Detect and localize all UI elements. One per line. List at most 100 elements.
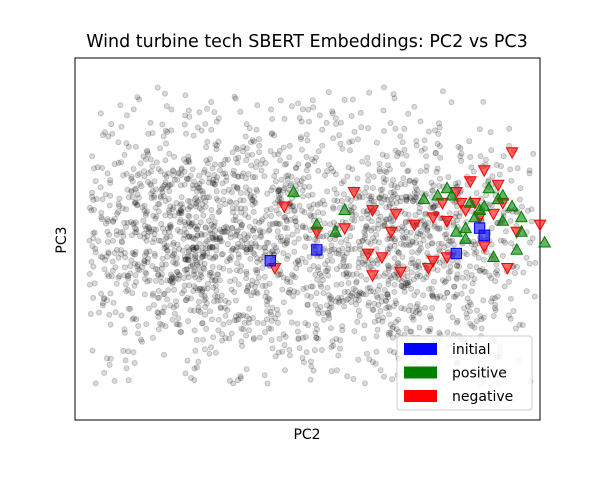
background-point: [159, 321, 166, 328]
background-point: [307, 376, 314, 383]
background-point: [242, 205, 249, 212]
background-point: [493, 267, 500, 274]
background-point: [155, 237, 162, 244]
background-point: [338, 294, 345, 301]
background-point: [261, 372, 268, 379]
background-point: [412, 264, 419, 271]
negative-point: [407, 219, 422, 232]
background-point: [303, 131, 310, 138]
background-point: [173, 199, 180, 206]
background-point: [106, 231, 113, 238]
background-point: [239, 221, 246, 228]
background-point: [215, 271, 222, 278]
background-point: [519, 321, 526, 328]
background-point: [150, 226, 157, 233]
background-point: [150, 212, 157, 219]
background-point: [155, 272, 162, 279]
background-point: [408, 328, 415, 335]
background-point: [374, 286, 381, 293]
background-point: [389, 323, 396, 330]
background-point: [178, 171, 185, 178]
positive-point: [477, 199, 491, 212]
background-point: [333, 266, 340, 273]
background-point: [283, 218, 290, 225]
background-point: [212, 277, 219, 284]
background-point: [90, 165, 97, 172]
background-point: [109, 130, 116, 137]
background-point: [160, 351, 167, 358]
background-point: [409, 256, 416, 263]
background-point: [185, 248, 192, 255]
background-point: [346, 139, 353, 146]
background-point: [255, 136, 262, 143]
background-point: [243, 287, 250, 294]
background-point: [354, 292, 361, 299]
background-point: [531, 293, 538, 300]
background-point: [364, 285, 371, 292]
background-point: [167, 302, 174, 309]
background-point: [500, 209, 507, 216]
background-point: [272, 315, 279, 322]
background-point: [121, 219, 128, 226]
background-point: [466, 308, 473, 315]
background-point: [144, 208, 151, 215]
background-point: [106, 311, 113, 318]
background-point: [216, 226, 223, 233]
background-point: [450, 219, 457, 226]
background-point: [146, 248, 153, 255]
background-point: [250, 138, 257, 145]
background-point: [162, 157, 169, 164]
background-point: [333, 249, 340, 256]
background-point: [208, 99, 215, 106]
background-point: [455, 179, 462, 186]
background-point: [381, 179, 388, 186]
background-point: [395, 259, 402, 266]
background-point: [213, 118, 220, 125]
background-point: [434, 225, 441, 232]
background-point: [328, 343, 335, 350]
background-point: [205, 217, 212, 224]
background-point: [168, 275, 175, 282]
background-point: [141, 258, 148, 265]
background-point: [406, 242, 413, 249]
background-point: [328, 246, 335, 253]
background-point: [164, 225, 171, 232]
background-point: [320, 290, 327, 297]
background-point: [127, 218, 134, 225]
background-point: [216, 264, 223, 271]
background-point: [127, 270, 134, 277]
background-point: [281, 241, 288, 248]
background-point: [198, 230, 205, 237]
background-point: [130, 251, 137, 258]
background-point: [247, 255, 254, 262]
background-point: [203, 144, 210, 151]
background-point: [255, 274, 262, 281]
background-point: [235, 154, 242, 161]
background-point: [238, 325, 245, 332]
background-point: [257, 233, 264, 240]
background-point: [134, 191, 141, 198]
background-point: [335, 247, 342, 254]
background-point: [243, 270, 250, 277]
background-point: [436, 329, 443, 336]
background-point: [223, 173, 230, 180]
background-point: [125, 348, 132, 355]
background-point: [499, 252, 506, 259]
background-point: [341, 96, 348, 103]
background-point: [268, 311, 275, 318]
background-point: [171, 212, 178, 219]
background-point: [261, 329, 268, 336]
background-point: [199, 286, 206, 293]
background-point: [417, 245, 424, 252]
background-point: [398, 240, 405, 247]
background-point: [102, 256, 109, 263]
background-point: [242, 244, 249, 251]
background-point: [325, 265, 332, 272]
negative-point: [505, 147, 519, 160]
background-point: [186, 233, 193, 240]
background-point: [211, 236, 218, 243]
initial-point: [264, 255, 277, 267]
background-point: [343, 273, 350, 280]
background-point: [159, 225, 166, 232]
background-point: [466, 263, 473, 270]
